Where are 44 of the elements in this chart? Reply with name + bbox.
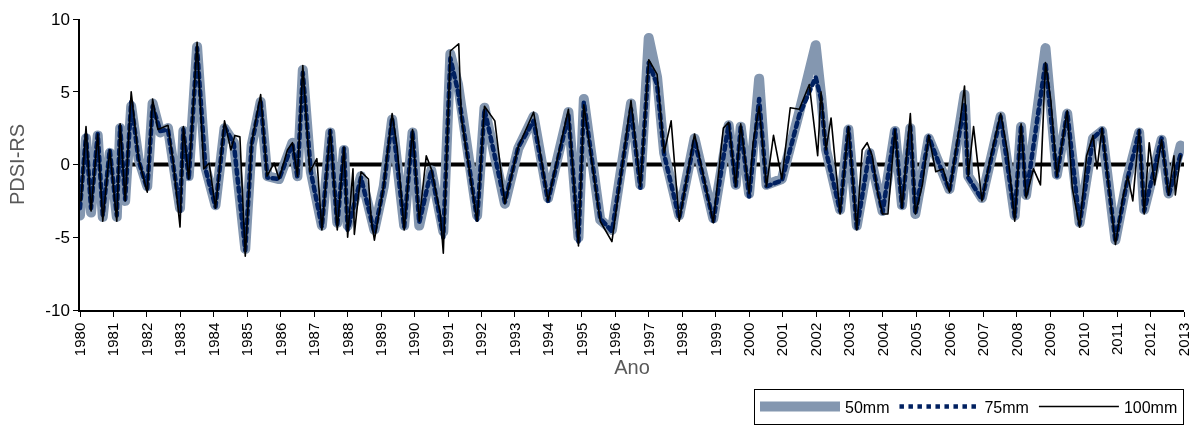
x-tick-label: 2011 <box>1107 322 1125 356</box>
x-tick-label: 2003 <box>840 322 858 357</box>
legend-label: 100mm <box>1123 398 1178 416</box>
x-tick-label: 1982 <box>137 322 155 357</box>
x-tick-label: 1987 <box>305 322 323 357</box>
y-tick-label: -10 <box>45 300 70 320</box>
x-tick-label: 1995 <box>572 322 590 357</box>
x-axis-title: Ano <box>614 356 650 379</box>
x-tick-label: 2008 <box>1007 322 1025 357</box>
x-tick-label: 1998 <box>673 322 691 357</box>
y-tick-label: 5 <box>60 82 70 102</box>
x-tick-label: 1980 <box>70 322 88 357</box>
x-tick-label: 1993 <box>505 322 523 357</box>
x-tick-label: 1984 <box>204 322 222 357</box>
x-tick-label: 1985 <box>238 322 256 357</box>
x-tick-label: 2012 <box>1141 322 1159 357</box>
x-tick-label: 2007 <box>974 322 992 357</box>
x-tick-label: 2005 <box>907 322 925 357</box>
x-tick-label: 2001 <box>773 322 791 357</box>
x-tick-label: 1988 <box>338 322 356 357</box>
x-tick-label: 1989 <box>371 322 389 357</box>
x-tick-label: 2009 <box>1041 322 1059 357</box>
y-tick-label: 0 <box>60 155 70 175</box>
x-tick-label: 2006 <box>940 322 958 357</box>
legend-label: 50mm <box>845 398 890 416</box>
y-axis-title: PDSI-RS <box>6 123 29 206</box>
x-tick-label: 1997 <box>639 322 657 357</box>
x-tick-label: 1999 <box>706 322 724 357</box>
x-tick-label: 1996 <box>606 322 624 357</box>
x-tick-label: 1991 <box>438 322 456 357</box>
x-tick-label: 1986 <box>271 322 289 357</box>
x-tick-label: 1990 <box>405 322 423 357</box>
y-tick-label: -5 <box>54 228 70 248</box>
legend-label: 75mm <box>984 398 1029 416</box>
x-tick-label: 2002 <box>806 322 824 357</box>
y-tick-label: 10 <box>50 9 70 29</box>
x-tick-label: 2004 <box>873 322 891 357</box>
x-tick-label: 1992 <box>472 322 490 357</box>
x-tick-label: 1981 <box>104 322 122 357</box>
x-tick-label: 2013 <box>1174 322 1192 357</box>
x-tick-label: 2000 <box>739 322 757 357</box>
x-tick-label: 2010 <box>1074 322 1092 357</box>
x-tick-label: 1994 <box>539 322 557 357</box>
x-tick-label: 1983 <box>171 322 189 357</box>
